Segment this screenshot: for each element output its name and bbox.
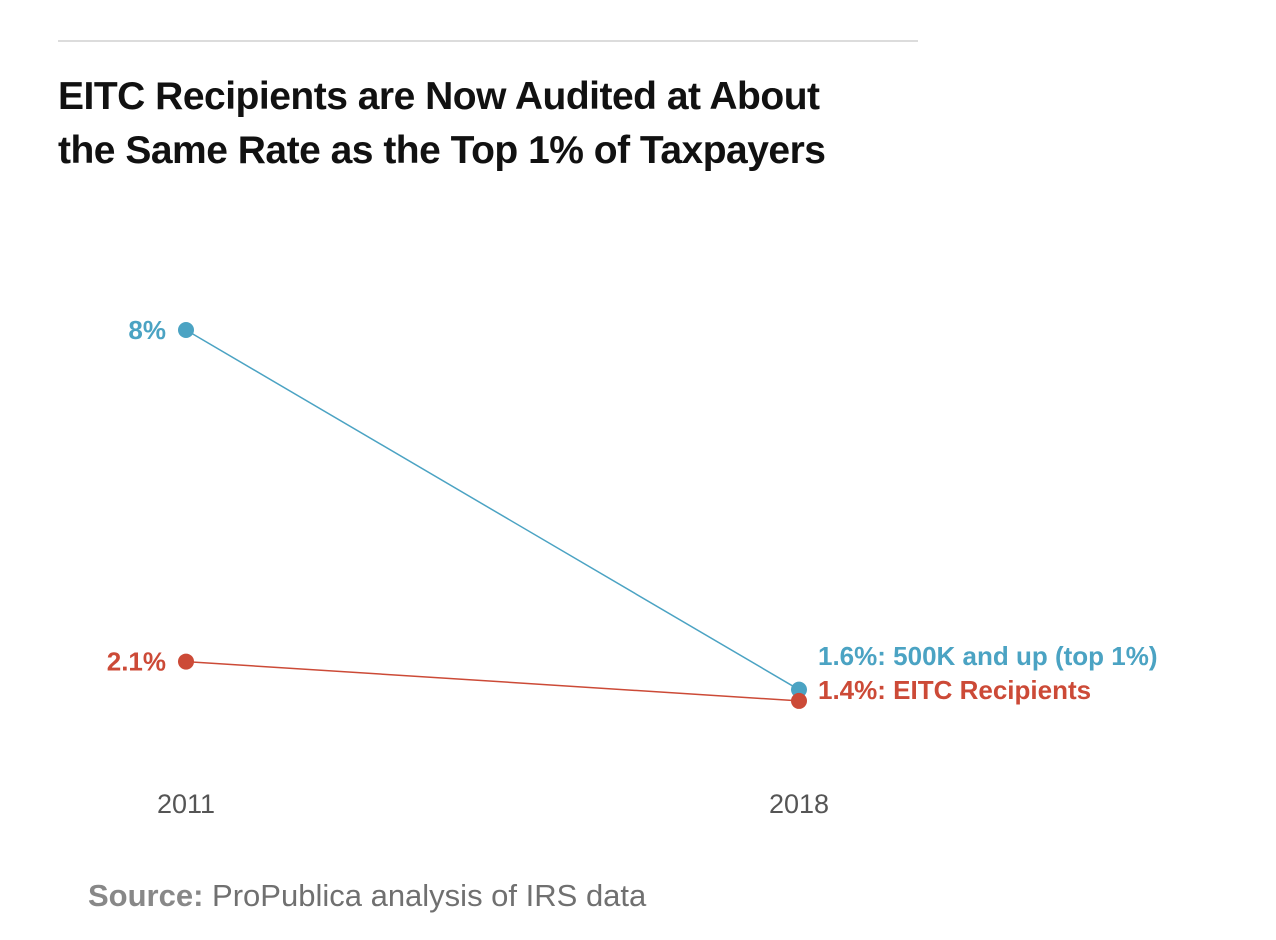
start-label-eitc: 2.1% [107,647,166,677]
end-label-eitc: 1.4%: EITC Recipients [818,675,1091,705]
source-text: ProPublica analysis of IRS data [212,878,647,913]
x-tick-label-2018: 2018 [769,789,829,819]
source-label: Source: [88,878,204,913]
series-line-eitc [185,660,800,702]
x-tick-label-2011: 2011 [157,789,215,819]
source-note: Source: ProPublica analysis of IRS data [88,878,646,914]
chart-title: EITC Recipients are Now Audited at About… [58,75,826,172]
point-eitc-2018 [791,692,807,709]
start-label-top1: 8% [128,315,166,345]
point-top1-2018 [791,681,807,698]
top-divider [58,40,918,42]
end-label-top1: 1.6%: 500K and up (top 1%) [818,641,1158,671]
point-top1-2011 [178,322,194,338]
series-line-top1 [185,329,800,691]
point-eitc-2011 [178,653,194,670]
